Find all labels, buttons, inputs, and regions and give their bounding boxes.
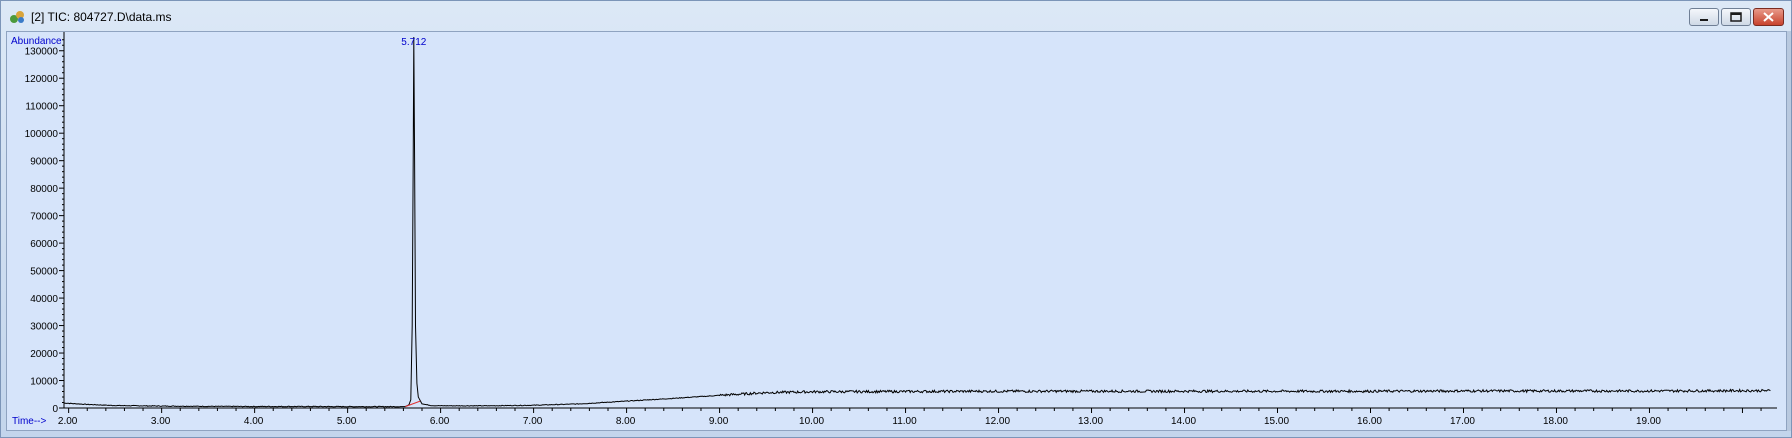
- x-tick-label: 15.00: [1264, 416, 1289, 427]
- minimize-icon: [1700, 19, 1708, 21]
- y-axis-label: Abundance: [11, 36, 62, 47]
- y-tick-label: 40000: [30, 294, 58, 305]
- x-tick-label: 9.00: [709, 416, 729, 427]
- y-tick-label: 110000: [25, 102, 58, 113]
- x-tick-label: 7.00: [523, 416, 543, 427]
- x-tick-label: 18.00: [1543, 416, 1568, 427]
- x-tick-label: 2.00: [58, 416, 78, 427]
- peak-baseline: [405, 400, 421, 408]
- x-tick-label: 10.00: [799, 416, 824, 427]
- y-tick-label: 60000: [30, 239, 58, 250]
- x-tick-label: 3.00: [151, 416, 171, 427]
- x-tick-label: 14.00: [1171, 416, 1196, 427]
- x-tick-label: 19.00: [1636, 416, 1661, 427]
- x-tick-label: 12.00: [985, 416, 1010, 427]
- y-tick-label: 70000: [30, 212, 58, 223]
- y-tick-label: 130000: [25, 47, 59, 58]
- x-tick-label: 16.00: [1357, 416, 1382, 427]
- vertical-scrollbar[interactable]: [1787, 31, 1791, 431]
- close-button[interactable]: [1753, 8, 1784, 26]
- window-title: [2] TIC: 804727.D\data.ms: [31, 10, 172, 24]
- minimize-button[interactable]: [1689, 8, 1719, 26]
- x-tick-label: 17.00: [1450, 416, 1475, 427]
- x-tick-label: 11.00: [892, 416, 917, 427]
- y-tick-label: 10000: [30, 377, 58, 388]
- tic-trace-line: [64, 36, 1771, 408]
- tic-chromatogram-chart[interactable]: 0 10000 20000 30000 40000 50000 60000 70000 8000…: [7, 32, 1786, 430]
- x-axis-label: Time-->: [12, 416, 47, 427]
- restore-button[interactable]: [1721, 8, 1751, 26]
- y-tick-label: 120000: [25, 74, 59, 85]
- peak-label: 5.712: [401, 37, 426, 48]
- y-tick-label: 100000: [25, 129, 59, 140]
- y-tick-label: 30000: [30, 322, 58, 333]
- y-tick-label: 20000: [30, 349, 58, 360]
- y-tick-label: 90000: [30, 157, 58, 168]
- chromatogram-app-icon: [10, 11, 24, 23]
- x-tick-label: 6.00: [430, 416, 450, 427]
- x-tick-label: 5.00: [337, 416, 357, 427]
- y-tick-label: 80000: [30, 184, 58, 195]
- title-bar[interactable]: [2] TIC: 804727.D\data.ms: [1, 1, 1791, 31]
- restore-icon: [1730, 12, 1742, 22]
- x-tick-label: 8.00: [616, 416, 636, 427]
- plot-area[interactable]: 0 10000 20000 30000 40000 50000 60000 70000 8000…: [6, 31, 1787, 431]
- x-tick-label: 4.00: [244, 416, 264, 427]
- y-tick-label: 50000: [30, 267, 58, 278]
- x-tick-label: 13.00: [1078, 416, 1103, 427]
- y-tick-label: 0: [52, 404, 58, 415]
- close-icon: [1763, 12, 1774, 22]
